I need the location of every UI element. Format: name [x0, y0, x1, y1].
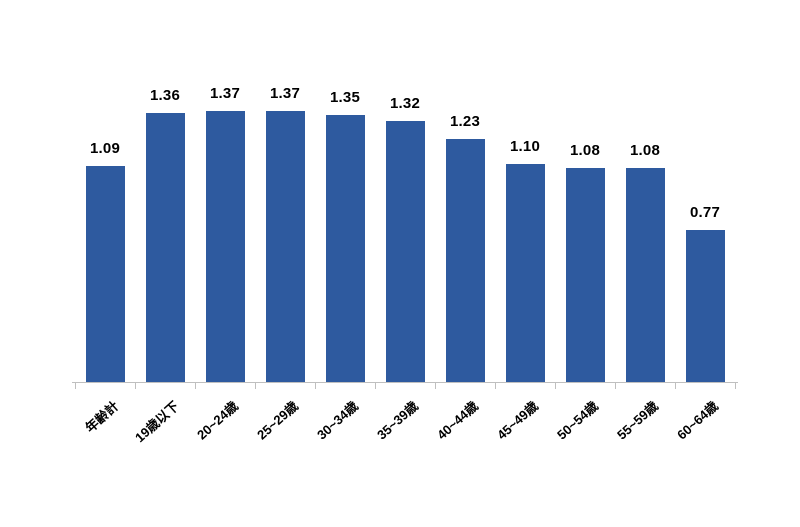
x-axis-tick — [615, 383, 616, 389]
category-label-text: 40~44歳 — [434, 398, 482, 443]
bar — [325, 115, 365, 382]
bar — [385, 121, 425, 382]
x-axis-tick — [135, 383, 136, 389]
bar — [505, 164, 545, 382]
bar — [145, 113, 185, 382]
category-label-text: 50~54歳 — [554, 398, 602, 443]
bar — [625, 168, 665, 382]
x-axis-tick — [495, 383, 496, 389]
x-axis-tick — [735, 383, 736, 389]
category-label-text: 25~29歳 — [254, 398, 302, 443]
bar-value-label: 1.23 — [450, 113, 480, 130]
bar-value-label: 1.32 — [390, 95, 420, 112]
x-axis-tick — [75, 383, 76, 389]
bar — [265, 111, 305, 382]
category-label-text: 20~24歳 — [194, 398, 242, 443]
category-label-text: 19歳以下 — [131, 398, 182, 446]
x-axis-tick — [555, 383, 556, 389]
x-axis-tick — [375, 383, 376, 389]
bar-value-label: 1.35 — [330, 89, 360, 106]
bar — [685, 230, 725, 382]
x-axis-tick — [195, 383, 196, 389]
x-axis-tick — [315, 383, 316, 389]
category-label-text: 35~39歳 — [374, 398, 422, 443]
bar — [445, 139, 485, 382]
bar-value-label: 1.10 — [510, 138, 540, 155]
bar — [205, 111, 245, 382]
bar-value-label: 0.77 — [690, 204, 720, 221]
category-label-text: 55~59歳 — [614, 398, 662, 443]
bar-value-label: 1.37 — [210, 85, 240, 102]
bar-value-label: 1.37 — [270, 85, 300, 102]
bar-value-label: 1.09 — [90, 140, 120, 157]
category-label-text: 45~49歳 — [494, 398, 542, 443]
x-axis-tick — [255, 383, 256, 389]
category-label-text: 年齢計 — [82, 398, 122, 436]
bar-value-label: 1.08 — [570, 142, 600, 159]
bar-value-label: 1.36 — [150, 87, 180, 104]
bar — [85, 166, 125, 382]
category-label-text: 30~34歳 — [314, 398, 362, 443]
x-axis-tick — [435, 383, 436, 389]
x-axis-line — [72, 382, 738, 383]
category-label-text: 60~64歳 — [674, 398, 722, 443]
bar-value-label: 1.08 — [630, 142, 660, 159]
x-axis-tick — [675, 383, 676, 389]
bar — [565, 168, 605, 382]
